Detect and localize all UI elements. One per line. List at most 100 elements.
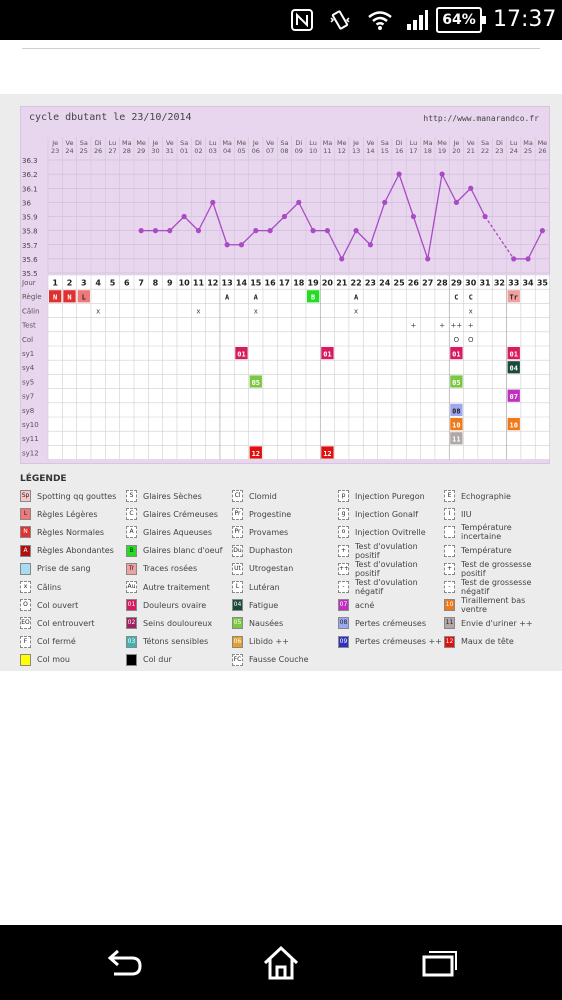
day-name: Je — [152, 139, 159, 147]
legend-item: p Injection Puregon — [338, 487, 444, 505]
row-label: sy11 — [22, 435, 39, 443]
temperature-segment — [427, 174, 443, 259]
temperature-point — [167, 228, 173, 234]
temperature-segment — [412, 216, 429, 260]
legend-swatch: 10 — [444, 599, 455, 612]
temperature-point — [539, 228, 545, 234]
legend-item: 02 Seins douloureux — [126, 614, 232, 632]
symptom-label: 05 — [252, 379, 260, 387]
recents-button[interactable] — [416, 943, 460, 983]
legend-swatch: L — [20, 508, 31, 521]
temperature-point — [396, 171, 402, 177]
regle-label: A — [225, 294, 230, 302]
legend-text: Echographie — [461, 491, 511, 501]
temperature-point — [468, 185, 474, 191]
cycle-day-number: 16 — [265, 279, 277, 288]
day-name: Je — [452, 139, 459, 147]
home-button[interactable] — [259, 943, 303, 983]
temperature-segment — [197, 202, 214, 231]
back-button[interactable] — [102, 943, 146, 983]
legend-swatch: L — [232, 581, 243, 593]
day-name: Ma — [423, 139, 433, 147]
temperature-chart[interactable]: cycle dbutant le 23/10/2014 http://www.m… — [20, 106, 550, 464]
symptom-label: 11 — [452, 436, 460, 444]
temperature-point — [353, 228, 359, 234]
legend-text: Injection Ovitrelle — [355, 527, 426, 537]
legend-item: O Col ouvert — [20, 596, 126, 614]
legend-item: 03 Tétons sensibles — [126, 633, 232, 651]
legend-text: Température — [461, 546, 512, 556]
legend-swatch: Pr — [232, 508, 243, 521]
legend-item: Tr Traces rosées — [126, 560, 232, 578]
calin-mark: x — [354, 307, 358, 315]
legend-swatch: 02 — [126, 617, 137, 630]
regle-cell — [349, 290, 363, 303]
temperature-point — [152, 228, 159, 234]
symptom-cell — [235, 347, 248, 360]
day-date: 09 — [295, 147, 303, 155]
regle-label: C — [469, 294, 473, 302]
symptom-cell — [450, 418, 463, 431]
legend-item: 05 Nausées — [232, 614, 338, 632]
legend-text: Pertes crémeuses ++ — [355, 637, 442, 647]
day-date: 12 — [338, 147, 346, 155]
legend-item: Cl Clomid — [232, 487, 338, 505]
regle-cell — [450, 290, 463, 303]
day-date: 30 — [151, 147, 159, 155]
day-name: Ve — [66, 139, 74, 147]
legend-item: 07 acné — [338, 596, 444, 614]
legend-item: S Glaires Sèches — [126, 487, 232, 505]
legend-text: Nausées — [249, 618, 284, 628]
day-date: 05 — [237, 147, 245, 155]
symptom-label: 10 — [452, 422, 460, 430]
temp-tick-label: 35.6 — [22, 256, 38, 264]
row-label: sy4 — [22, 364, 35, 372]
divider — [22, 48, 540, 49]
day-date: 20 — [452, 147, 460, 155]
legend-swatch: p — [338, 490, 349, 502]
temperature-point — [382, 199, 388, 205]
legend-text: Tétons sensibles — [143, 637, 209, 647]
day-date: 01 — [180, 147, 188, 155]
legend-swatch: + — [444, 562, 455, 575]
legend-item: Col mou — [20, 651, 126, 669]
vibrate-icon — [328, 8, 352, 32]
legend-swatch: F — [20, 635, 31, 648]
legend-item: E Echographie — [444, 487, 550, 505]
temperature-point — [410, 213, 417, 220]
legend-swatch — [20, 653, 31, 666]
day-date: 25 — [524, 147, 532, 155]
legend-swatch: 09 — [338, 635, 349, 648]
regle-cell — [220, 290, 234, 303]
legend-text: Règles Abondantes — [37, 546, 114, 556]
legend-text: Provames — [249, 527, 289, 537]
day-date: 17 — [409, 147, 417, 155]
legend-swatch: 03 — [126, 635, 137, 648]
day-date: 23 — [495, 147, 503, 155]
legend-item: Sp Spotting qq gouttes — [20, 487, 126, 505]
col-mark: O — [454, 336, 460, 344]
temperature-segment — [441, 173, 457, 203]
symptom-cell — [507, 418, 520, 431]
day-name: Ve — [266, 139, 274, 147]
legend-swatch: o — [338, 526, 349, 539]
legend-item: 08 Pertes crémeuses — [338, 614, 444, 632]
day-name: Lu — [510, 139, 518, 147]
day-date: 18 — [424, 147, 432, 155]
legend-text: Pertes crémeuses — [355, 618, 426, 628]
day-date: 24 — [510, 147, 518, 155]
temperature-segment — [326, 230, 343, 260]
home-icon — [263, 945, 299, 980]
symptom-cell — [249, 375, 262, 388]
legend-text: Prise de sang — [37, 564, 91, 574]
cycle-day-number: 30 — [465, 279, 477, 288]
legend-swatch: S — [126, 490, 137, 502]
legend-text: Col entrouvert — [37, 618, 95, 628]
row-label: Câlin — [22, 307, 40, 315]
legend-text: acné — [355, 600, 375, 610]
cycle-day-number: 29 — [451, 279, 463, 288]
legend-item: Température — [444, 542, 550, 560]
legend-item: x Câlins — [20, 578, 126, 596]
legend-text: Glaires blanc d'oeuf — [143, 546, 223, 556]
legend-text: Injection GonaIf — [355, 509, 419, 519]
